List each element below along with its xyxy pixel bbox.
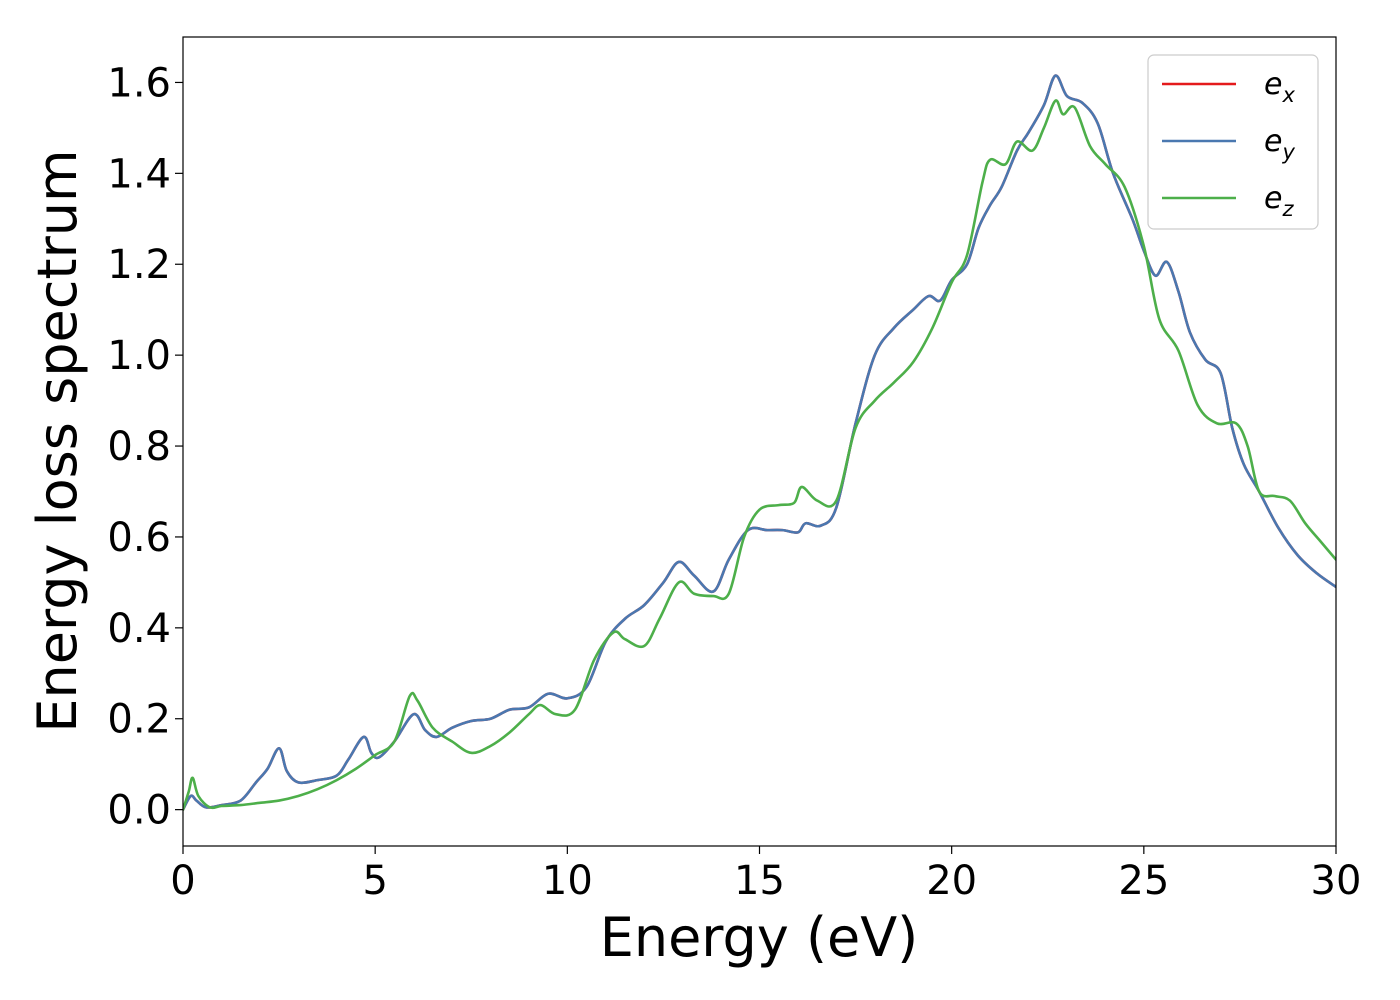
legend-label-base: e [1264,67,1282,102]
legend-label-base: e [1264,181,1282,216]
y-tick-label: 0.6 [107,515,171,561]
series-line-z [183,99,1336,811]
y-tick-label: 1.0 [107,333,171,379]
x-axis: 0 5 10 15 20 25 30 [170,846,1361,904]
legend-label-y: ey [1264,124,1295,164]
x-tick-label: 25 [1118,858,1169,904]
y-tick-label: 0.8 [107,424,171,470]
y-tick-label: 0.2 [107,697,171,743]
x-tick-label: 10 [542,858,593,904]
y-axis: 0.0 0.2 0.4 0.6 0.8 1.0 1.2 1.4 1.6 [107,60,183,834]
x-tick-label: 5 [362,858,387,904]
x-tick-label: 30 [1311,858,1362,904]
x-axis-title: Energy (eV) [600,906,919,969]
y-tick-label: 1.6 [107,60,171,106]
y-axis-title: Energy loss spectrum [26,149,89,732]
legend-label-x: ex [1264,67,1295,107]
x-tick-label: 15 [734,858,785,904]
y-tick-label: 0.0 [107,788,171,834]
series-layer [183,74,1336,811]
x-tick-label: 0 [170,858,195,904]
legend-label-subscript: x [1281,83,1295,107]
legend-label-subscript: z [1281,197,1294,221]
y-tick-label: 0.4 [107,606,171,652]
legend-label-subscript: y [1281,140,1295,164]
legend-label-z: ez [1264,181,1294,221]
legend-label-base: e [1264,124,1282,159]
y-tick-label: 1.4 [107,151,171,197]
x-tick-label: 20 [926,858,977,904]
y-tick-label: 1.2 [107,242,171,288]
